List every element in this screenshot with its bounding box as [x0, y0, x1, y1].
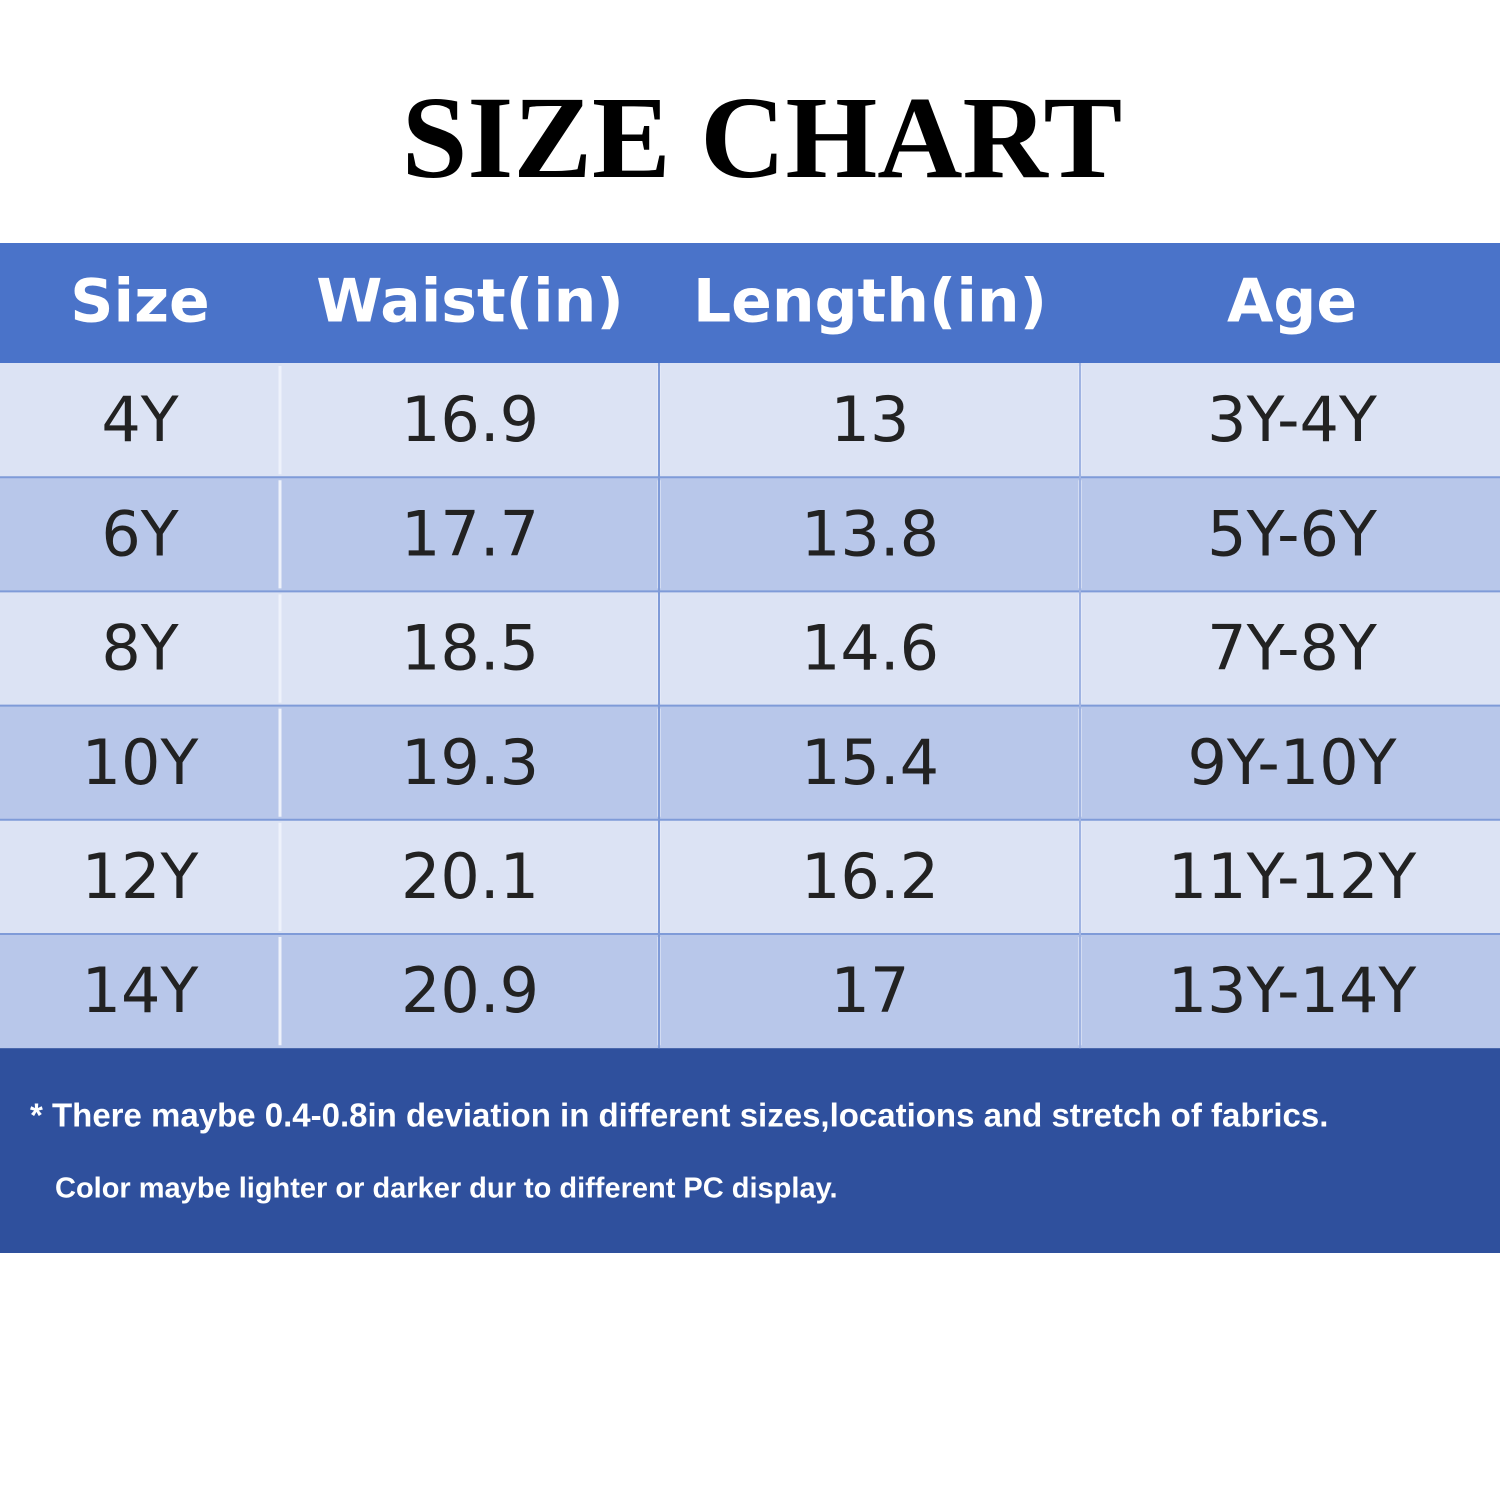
table-cell: 6Y	[101, 497, 178, 570]
table-cell: 11Y-12Y	[1168, 840, 1417, 913]
table-cell: 17.7	[401, 497, 539, 570]
table-row	[0, 934, 1500, 1049]
table-cell: 20.9	[401, 954, 539, 1027]
table-cell: 20.1	[401, 840, 539, 913]
table-cell: 13Y-14Y	[1168, 954, 1417, 1027]
table-cell: 16.2	[801, 840, 939, 913]
table-cell: 13	[831, 383, 910, 456]
column-header: Age	[1227, 267, 1357, 337]
table-cell: 5Y-6Y	[1207, 497, 1377, 570]
table-cell: 19.3	[401, 726, 539, 799]
column-header: Length(in)	[693, 267, 1047, 337]
table-row	[0, 591, 1500, 706]
title: SIZE CHART	[402, 72, 1122, 203]
note: * There maybe 0.4-0.8in deviation in dif…	[30, 1097, 1328, 1134]
table-cell: 17	[831, 954, 910, 1027]
table-cell: 14.6	[801, 612, 939, 685]
table-row	[0, 477, 1500, 592]
table-row	[0, 363, 1500, 478]
table-cell: 4Y	[101, 383, 178, 456]
column-header: Size	[70, 267, 209, 337]
table-cell: 18.5	[401, 612, 539, 685]
note: Color maybe lighter or darker dur to dif…	[55, 1173, 838, 1205]
table-cell: 8Y	[101, 612, 178, 685]
table-cell: 12Y	[82, 840, 199, 913]
table-cell: 13.8	[801, 497, 939, 570]
table-cell: 7Y-8Y	[1207, 612, 1377, 685]
table-cell: 16.9	[401, 383, 539, 456]
note-band	[0, 1048, 1500, 1253]
table-row	[0, 705, 1500, 820]
table-cell: 3Y-4Y	[1207, 383, 1377, 456]
table-cell: 14Y	[82, 954, 199, 1027]
table-row	[0, 819, 1500, 934]
table-cell: 15.4	[801, 726, 939, 799]
table-cell: 10Y	[82, 726, 199, 799]
table-header-band	[0, 243, 1500, 363]
column-header: Waist(in)	[316, 267, 624, 337]
table-cell: 9Y-10Y	[1187, 726, 1396, 799]
